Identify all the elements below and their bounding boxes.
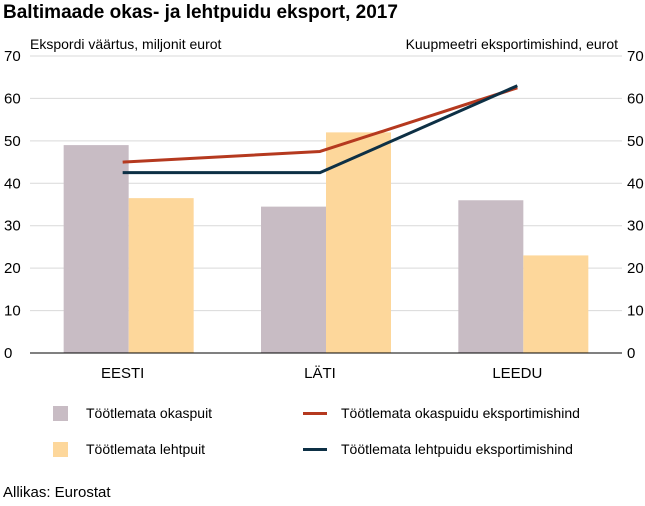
legend-swatch-okaspuit	[53, 405, 68, 421]
series-line	[122, 86, 518, 164]
legend-line-okaspuidu-hind	[303, 411, 327, 415]
y-tick-label-left: 60	[4, 90, 21, 107]
legend-swatch-lehtpuit	[53, 441, 68, 457]
bar	[128, 198, 194, 353]
x-category-label: EESTI	[101, 365, 144, 382]
series-line	[122, 84, 518, 175]
x-category-label: LÄTI	[304, 365, 336, 382]
y-tick-label-right: 30	[627, 218, 644, 235]
chart-title: Baltimaade okas- ja lehtpuidu eksport, 2…	[3, 2, 398, 23]
y-tick-label-right: 50	[627, 133, 644, 150]
y-tick-label-right: 20	[627, 260, 644, 277]
legend-line-lehtpuidu-hind	[303, 447, 327, 451]
legend-item-lehtpuidu-hind: Töötlemata lehtpuidu eksportimishind	[303, 441, 573, 457]
legend-label-lehtpuidu-hind: Töötlemata lehtpuidu eksportimishind	[341, 441, 573, 457]
y-tick-label-left: 30	[4, 218, 21, 235]
y-tick-label-left: 40	[4, 175, 21, 192]
y-tick-label-left: 70	[4, 48, 21, 65]
bar	[63, 145, 129, 353]
legend-label-okaspuit: Töötlemata okaspuit	[86, 405, 213, 421]
y-tick-label-right: 0	[627, 345, 635, 362]
y-tick-label-right: 10	[627, 303, 644, 320]
source-note: Allikas: Eurostat	[3, 484, 111, 501]
y-tick-label-right: 40	[627, 175, 644, 192]
bar	[261, 206, 326, 353]
y-tick-label-left: 0	[4, 345, 12, 362]
legend-label-okaspuidu-hind: Töötlemata okaspuidu eksportimishind	[341, 405, 580, 421]
chart-plot: 0 10 20 30 40 50 60 70 0 10 20 30 40 50 60 70 EESTI LÄTI L…	[4, 48, 644, 382]
y-tick-label-right: 60	[627, 90, 644, 107]
legend-item-okaspuidu-hind: Töötlemata okaspuidu eksportimishind	[303, 405, 580, 421]
left-axis-label: Ekspordi väärtus, miljonit eurot	[30, 36, 222, 52]
y-tick-label-left: 50	[4, 133, 21, 150]
y-tick-label-right: 70	[627, 48, 644, 65]
right-axis-label: Kuupmeetri eksportimishind, eurot	[405, 36, 618, 52]
bar	[458, 200, 524, 353]
legend-item-okaspuit: Töötlemata okaspuit	[53, 405, 212, 421]
legend-label-lehtpuit: Töötlemata lehtpuit	[86, 441, 206, 457]
x-category-label: LEEDU	[492, 365, 542, 382]
y-tick-label-left: 10	[4, 303, 21, 320]
bar	[326, 132, 391, 353]
legend-item-lehtpuit: Töötlemata lehtpuit	[53, 441, 205, 457]
bar	[523, 255, 589, 353]
y-tick-label-left: 20	[4, 260, 21, 277]
